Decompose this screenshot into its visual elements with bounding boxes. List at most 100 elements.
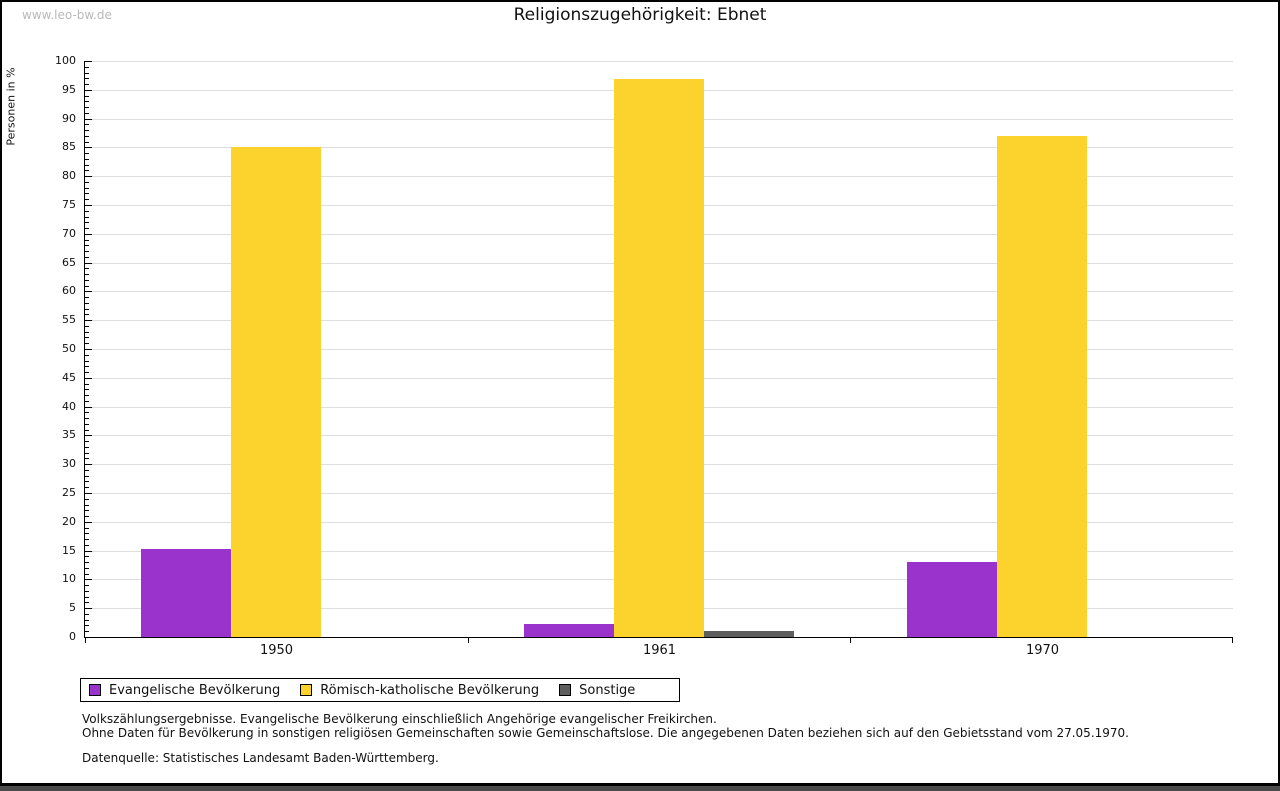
y-minor-tick (85, 545, 89, 546)
y-major-tick (85, 378, 92, 379)
y-major-tick (85, 61, 92, 62)
y-minor-tick (85, 366, 89, 367)
y-minor-tick (85, 130, 89, 131)
y-minor-tick (85, 476, 89, 477)
y-minor-tick (85, 361, 89, 362)
y-tick-label: 50 (62, 342, 76, 355)
y-minor-tick (85, 245, 89, 246)
y-tick-label: 75 (62, 198, 76, 211)
y-major-tick (85, 176, 92, 177)
x-tick-label-1970: 1970 (1025, 643, 1060, 658)
bar-1961-s0 (524, 624, 614, 637)
y-minor-tick (85, 136, 89, 137)
y-minor-tick (85, 124, 89, 125)
y-minor-tick (85, 458, 89, 459)
y-tick-label: 60 (62, 284, 76, 298)
y-minor-tick (85, 211, 89, 212)
x-boundary-tick (468, 638, 469, 643)
plot-area (84, 61, 1233, 643)
y-tick-label: 10 (62, 572, 76, 586)
y-minor-tick (85, 505, 89, 506)
y-minor-tick (85, 418, 89, 419)
y-major-tick (85, 320, 92, 321)
y-minor-tick (85, 499, 89, 500)
y-tick-label: 40 (62, 399, 76, 413)
y-tick-label: 90 (62, 111, 76, 125)
y-minor-tick (85, 286, 89, 287)
x-tick-label-1961: 1961 (642, 643, 677, 658)
y-minor-tick (85, 159, 89, 160)
y-major-tick (85, 435, 92, 436)
bar-1950-s0 (141, 549, 231, 637)
y-minor-tick (85, 597, 89, 598)
x-boundary-tick (85, 638, 86, 643)
chart-title: Religionszugehörigkeit: Ebnet (513, 5, 767, 25)
x-tick-label-1950: 1950 (259, 643, 294, 658)
y-major-tick (85, 291, 92, 292)
y-minor-tick (85, 533, 89, 534)
y-minor-tick (85, 510, 89, 511)
y-minor-tick (85, 591, 89, 592)
y-major-tick (85, 522, 92, 523)
y-major-tick (85, 493, 92, 494)
y-major-tick (85, 119, 92, 120)
y-tick-label: 30 (62, 457, 76, 471)
y-tick-label: 100 (55, 54, 76, 67)
y-minor-tick (85, 568, 89, 569)
y-minor-tick (85, 355, 89, 356)
y-minor-tick (85, 96, 89, 97)
y-minor-tick (85, 297, 89, 298)
y-tick-label: 5 (69, 601, 76, 615)
y-minor-tick (85, 170, 89, 171)
y-minor-tick (85, 73, 89, 74)
y-minor-tick (85, 303, 89, 304)
y-minor-tick (85, 441, 89, 442)
y-tick-label: 70 (62, 226, 76, 240)
y-minor-tick (85, 222, 89, 223)
y-tick-label: 80 (62, 169, 76, 183)
y-minor-tick (85, 332, 89, 333)
y-minor-tick (85, 107, 89, 108)
gridline (85, 61, 1233, 62)
y-minor-tick (85, 228, 89, 229)
y-major-tick (85, 407, 92, 408)
bar-1970-s0 (907, 562, 997, 637)
y-minor-tick (85, 516, 89, 517)
y-minor-tick (85, 268, 89, 269)
y-major-tick (85, 90, 92, 91)
y-axis-labels: 0 5 10 15 20 25 30 35 40 45 50 55 60 65 70 75 80 85 90 95 10… (2, 54, 76, 643)
legend-swatch-sonstige (559, 684, 572, 696)
x-boundary-tick (1232, 638, 1233, 643)
y-minor-tick (85, 562, 89, 563)
y-minor-tick (85, 217, 89, 218)
y-minor-tick (85, 343, 89, 344)
y-minor-tick (85, 384, 89, 385)
legend-item-sonstige: Sonstige (559, 683, 635, 698)
legend-label-evangelische: Evangelische Bevölkerung (109, 682, 281, 698)
y-minor-tick (85, 257, 89, 258)
y-minor-tick (85, 251, 89, 252)
y-minor-tick (85, 395, 89, 396)
y-minor-tick (85, 193, 89, 194)
y-minor-tick (85, 539, 89, 540)
y-minor-tick (85, 153, 89, 154)
y-minor-tick (85, 113, 89, 114)
y-minor-tick (85, 631, 89, 632)
y-minor-tick (85, 614, 89, 615)
legend-label-katholische: Römisch-katholische Bevölkerung (320, 682, 540, 698)
legend-swatch-evangelische (89, 684, 101, 696)
y-minor-tick (85, 182, 89, 183)
bar-1950-s1 (231, 147, 321, 637)
y-minor-tick (85, 314, 89, 315)
y-minor-tick (85, 430, 89, 431)
y-minor-tick (85, 326, 89, 327)
y-major-tick (85, 205, 92, 206)
y-minor-tick (85, 412, 89, 413)
y-minor-tick (85, 280, 89, 281)
y-minor-tick (85, 78, 89, 79)
y-minor-tick (85, 309, 89, 310)
y-minor-tick (85, 67, 89, 68)
legend: Evangelische Bevölkerung Römisch-katholi… (80, 678, 680, 702)
watermark: www.leo-bw.de (22, 8, 112, 22)
